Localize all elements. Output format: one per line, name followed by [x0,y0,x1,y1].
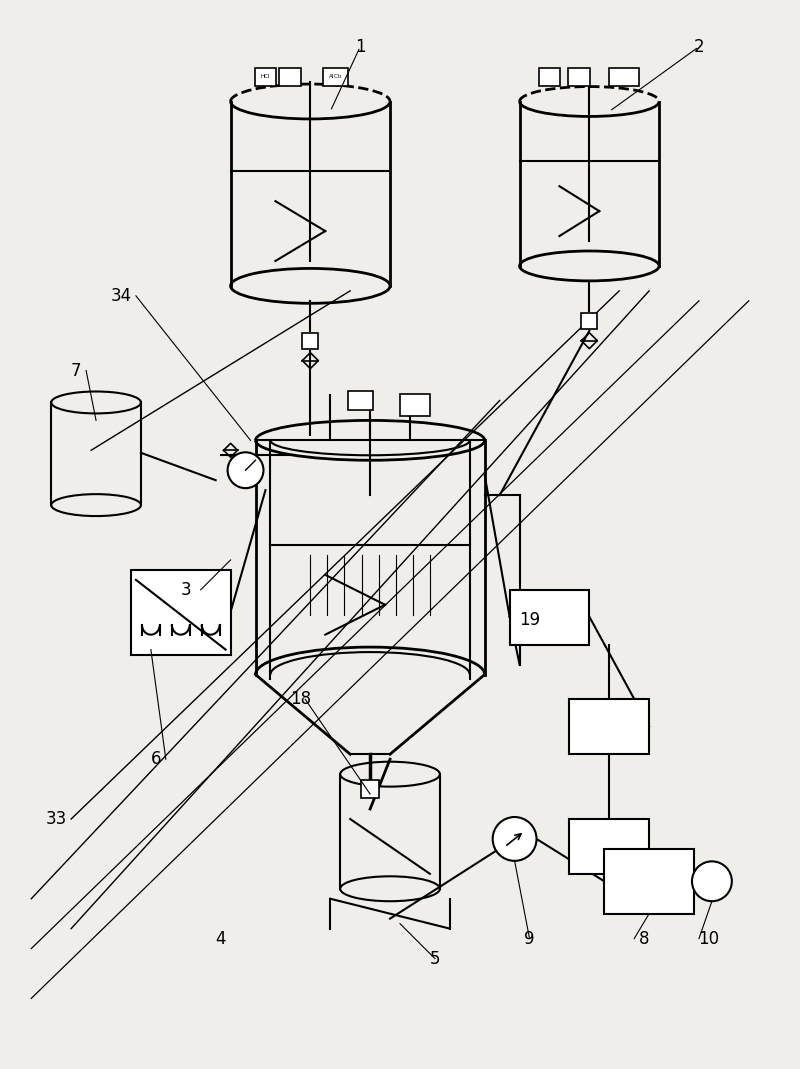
Bar [322,67,348,86]
Bar [302,332,318,348]
Text: HCl: HCl [261,74,270,79]
Text: 9: 9 [524,930,534,947]
Bar [610,67,639,86]
Bar [604,849,694,914]
Text: 18: 18 [290,691,311,709]
Text: 2: 2 [694,37,704,56]
Bar [582,313,598,328]
Text: 7: 7 [71,361,82,379]
Text: 3: 3 [181,580,191,599]
Bar [279,67,302,86]
Bar [570,819,649,873]
Text: 1: 1 [355,37,366,56]
Bar [400,394,430,417]
Text: AlCl$_3$: AlCl$_3$ [328,72,342,81]
Circle shape [493,817,537,861]
Circle shape [228,452,263,489]
Circle shape [692,862,732,901]
Text: 5: 5 [430,949,440,967]
Text: 8: 8 [639,930,650,947]
Text: 4: 4 [215,930,226,947]
Text: 34: 34 [110,286,131,305]
Text: 19: 19 [519,610,540,629]
Text: 10: 10 [698,930,719,947]
Text: 6: 6 [150,750,161,769]
Bar [570,699,649,755]
Bar [569,67,590,86]
Bar [131,570,230,654]
Text: 33: 33 [46,810,67,828]
Bar [510,590,590,645]
Bar [361,780,379,799]
Bar [348,390,373,410]
Bar [538,67,561,86]
Bar [254,67,277,86]
